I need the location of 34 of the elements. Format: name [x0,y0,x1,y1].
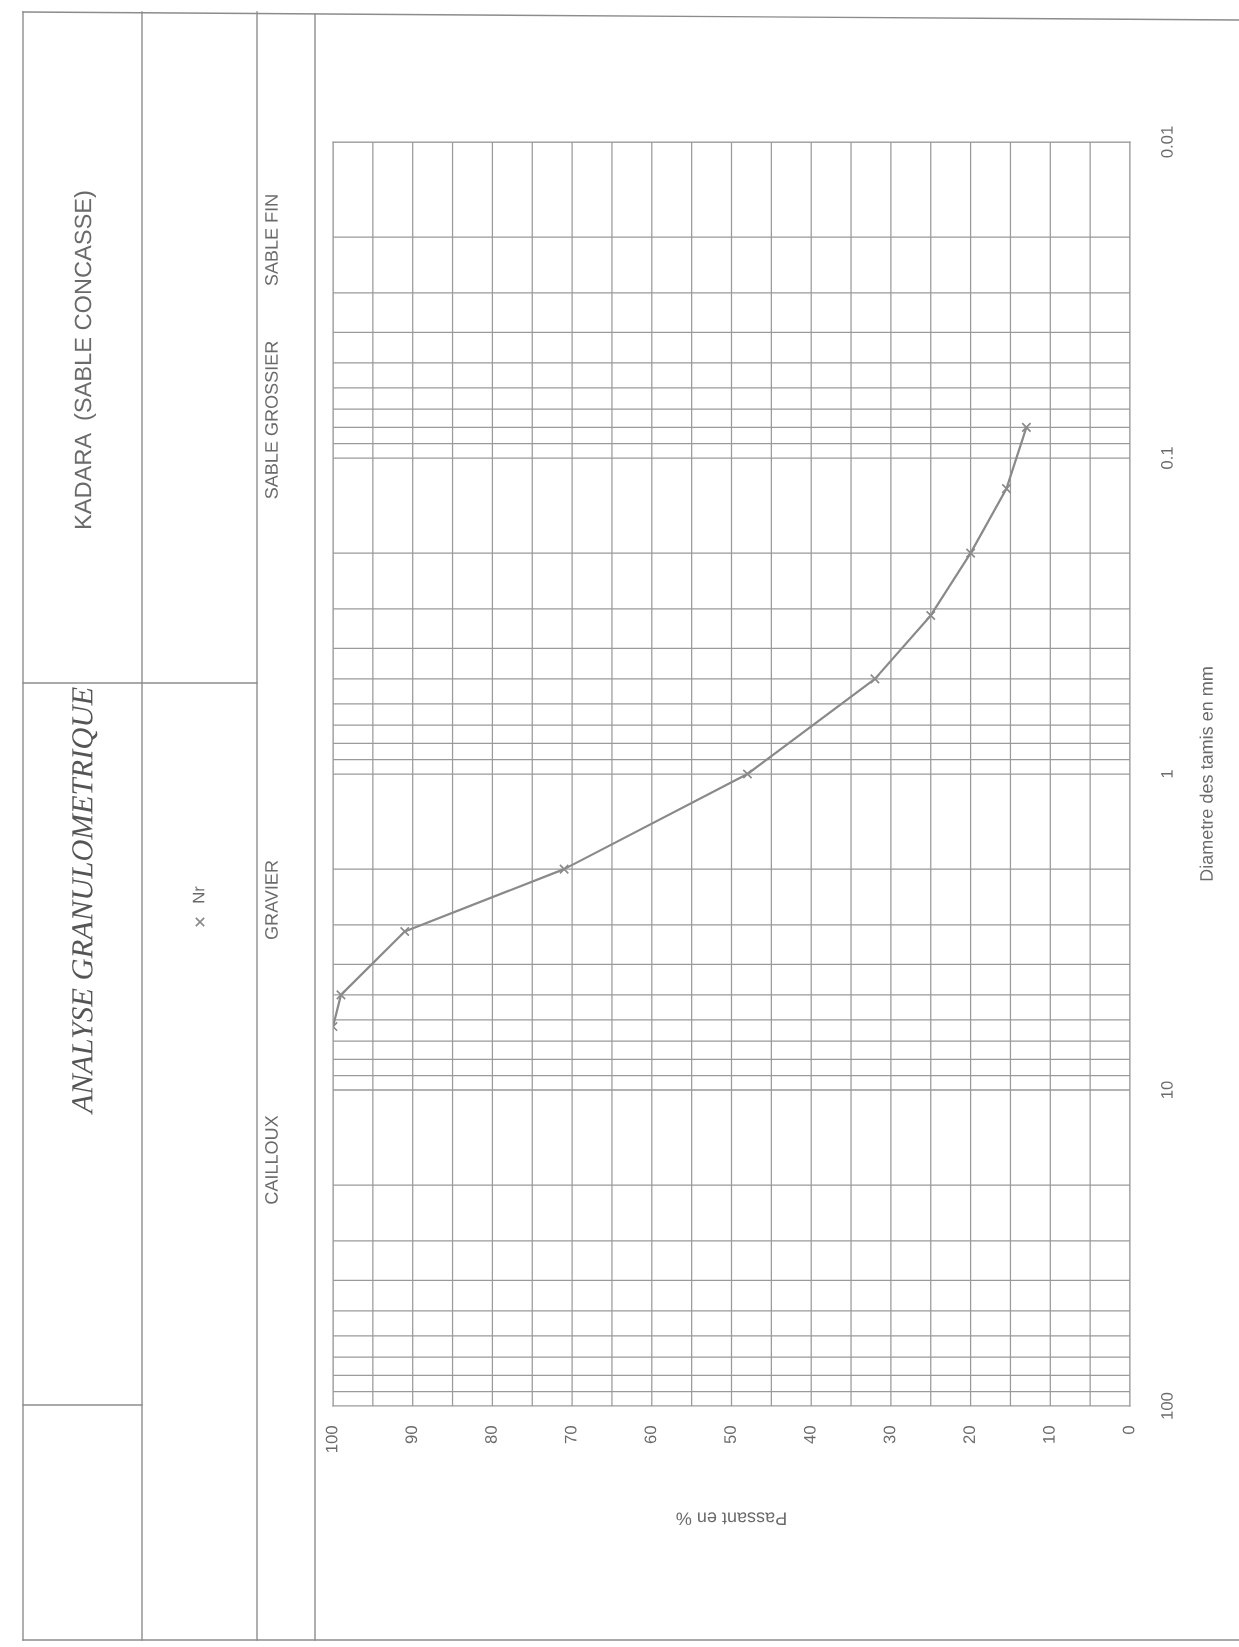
point [399,926,410,937]
x-tick-label: 0 [1122,1426,1135,1435]
text: ANALYSE GRANULOMETRIQUE [72,687,98,1115]
y-tick-label: 100 [1161,1392,1173,1419]
x-tick-label: 70 [564,1426,577,1444]
point [869,673,880,684]
y-tick-label: 0.1 [1161,447,1173,469]
text: SABLE FIN [265,195,278,286]
y-tick-label: 0.01 [1161,126,1173,158]
y-tick-label: 1 [1161,770,1173,778]
text: GRAVIER [265,860,278,940]
point [559,864,570,875]
text: SABLE GROSSIER [265,341,278,499]
text: KADARA (SABLE CONCASSE) [74,191,96,528]
x-tick-label: 80 [485,1426,497,1444]
point [1021,422,1032,433]
x-tick-label: 30 [883,1426,896,1444]
x-tick-label: 20 [963,1426,976,1444]
point [742,768,753,780]
text: CAILLOUX [265,1115,278,1204]
y-tick-label: 10 [1161,1081,1173,1098]
x-axis-title: Passant en % [676,1512,786,1526]
point [1001,483,1012,494]
y-axis-title: Diametre des tamis en mm [1199,667,1213,881]
point [335,989,346,1000]
x-tick-label: 60 [644,1426,657,1444]
x-tick-label: 10 [1042,1426,1055,1443]
point [965,548,976,559]
x-tick-label: 40 [803,1426,816,1444]
x-tick-label: 100 [325,1426,338,1452]
text: Nr [192,886,205,903]
x-tick-label: 90 [405,1426,418,1444]
point [925,610,936,621]
x-tick-label: 50 [724,1426,736,1444]
